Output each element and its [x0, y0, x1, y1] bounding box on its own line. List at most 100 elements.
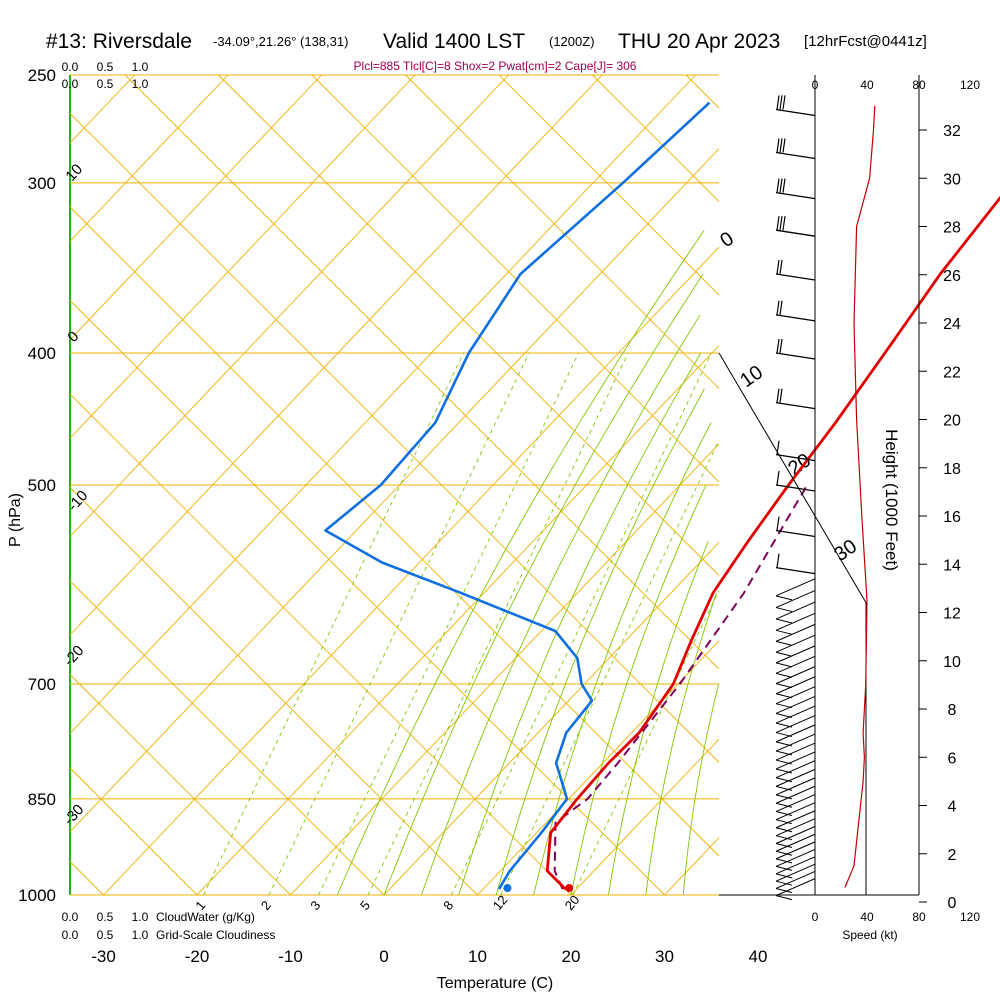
cloudiness-tick-top: 0.0: [62, 77, 79, 91]
cloudwater-label: CloudWater (g/Kg): [156, 910, 255, 924]
low-level-wind-barb-flag: [775, 785, 793, 791]
moist-adiabat-line: [607, 541, 709, 896]
wind-barb-flag: [776, 95, 780, 110]
wind-barb-shaft: [775, 314, 816, 322]
adiabat-line: [69, 393, 572, 896]
pressure-tick-label: 700: [28, 675, 56, 694]
pressure-tick-label: 1000: [18, 886, 56, 905]
isotherm-line: [69, 74, 229, 242]
wind-barb-flag: [779, 95, 783, 110]
wind-barb-shaft: [775, 352, 816, 360]
wind-barb-flag: [776, 216, 780, 231]
low-level-wind-barb-flag: [775, 811, 793, 817]
low-level-wind-barb-flag: [775, 640, 793, 646]
low-level-wind-barb: [775, 742, 816, 761]
low-level-wind-barb: [775, 841, 816, 860]
low-level-wind-barb: [775, 760, 816, 779]
cloudiness-tick-bottom: 0.5: [97, 928, 114, 942]
wind-barb-shaft: [775, 229, 816, 237]
height-tick-label: 10: [943, 654, 961, 671]
cloudiness-tick-bottom: 0.0: [62, 928, 79, 942]
mixing-ratio-line: [450, 352, 712, 896]
adiabat-line: [69, 767, 198, 896]
parcel-path-line: [553, 484, 809, 890]
low-level-wind-barb: [775, 623, 816, 642]
cloudwater-tick-top: 1.0: [132, 60, 149, 74]
isotherm-label: 0: [64, 328, 82, 346]
isotherm-line: [570, 738, 720, 896]
height-panel-border: [718, 352, 867, 895]
adiabat-line: [69, 300, 665, 896]
isotherm-line: [103, 246, 720, 896]
pressure-tick-label: 300: [28, 174, 56, 193]
speed-tick-top: 40: [860, 78, 874, 92]
low-level-wind-barb: [775, 768, 816, 787]
isotherm-line: [383, 542, 720, 896]
speed-tick-bottom: 80: [912, 910, 926, 924]
speed-tick-bottom: 40: [860, 910, 874, 924]
low-level-wind-barb: [775, 612, 816, 631]
wind-barb-flag: [776, 338, 780, 354]
wind-barb-flag: [776, 516, 780, 531]
low-level-wind-barb: [775, 777, 816, 796]
wind-barb-flag: [779, 300, 783, 315]
wind-barb-flag: [776, 470, 780, 486]
wind-barb-flag: [776, 259, 780, 275]
mixing-ratio-label: 2: [258, 898, 274, 913]
wind-barb-flag: [776, 138, 780, 153]
adiabat-line: [69, 206, 720, 857]
wind-barb-shaft: [775, 191, 816, 200]
moist-adiabat-line: [682, 683, 720, 896]
moist-adiabat-line: [420, 314, 701, 896]
adiabat-line: [218, 74, 720, 576]
mixing-ratio-label: 8: [440, 898, 456, 913]
temperature-tick-label: 30: [655, 947, 674, 966]
isotherm-line: [664, 837, 720, 896]
height-tick-label: 14: [943, 557, 961, 574]
cloudwater-tick-top: 0.5: [97, 60, 114, 74]
low-level-wind-barb-flag: [775, 827, 793, 833]
wind-barb-flag: [782, 138, 786, 153]
low-level-wind-barb-flag: [775, 683, 793, 689]
temperature-tick-label: 40: [749, 947, 768, 966]
wind-barb-shaft: [775, 108, 816, 117]
height-tick-label: 30: [943, 171, 961, 188]
adiabat-line: [685, 74, 720, 109]
low-level-wind-barb: [775, 802, 816, 821]
low-level-wind-barb: [775, 696, 816, 714]
low-level-wind-barb-flag: [775, 887, 793, 893]
isotherm-line: [69, 74, 416, 439]
wind-barb-flag: [782, 216, 786, 231]
cloudiness-tick-top: 1.0: [132, 77, 149, 91]
low-level-wind-barb-flag: [775, 880, 793, 886]
low-level-wind-barb: [775, 810, 816, 829]
moist-adiabat-line: [383, 273, 704, 896]
isotherm-line: [290, 443, 720, 896]
temperature-tick-label: 20: [562, 947, 581, 966]
adiabat-line: [69, 580, 385, 896]
station-title: #13: Riversdale: [46, 30, 192, 53]
moist-adiabat-line: [495, 388, 705, 896]
height-tick-label: 20: [943, 413, 961, 430]
temperature-line: [545, 195, 1000, 891]
temperature-tick-label: 0: [379, 947, 388, 966]
low-level-wind-barb-flag: [775, 858, 793, 864]
low-level-wind-barb: [775, 578, 816, 597]
height-tick-label: 28: [943, 220, 961, 237]
temperature-tick-label: -10: [278, 947, 303, 966]
chart-header: #13: Riversdale -34.09°,21.26° (138,31) …: [46, 30, 927, 73]
mixing-ratio-label: 5: [357, 898, 373, 913]
low-level-wind-barb-flag: [775, 835, 793, 841]
low-level-wind-barb: [775, 733, 816, 752]
low-level-wind-barb: [775, 785, 816, 804]
low-level-wind-barb-flag: [775, 819, 793, 825]
isotherm-line: [69, 74, 696, 734]
wind-barb-flag: [779, 216, 783, 231]
adiabat-line: [69, 113, 720, 763]
isotherm-line: [477, 640, 720, 896]
wind-barb-flag: [776, 388, 780, 403]
low-level-wind-barb-flag: [775, 768, 793, 774]
low-level-wind-barb-flag: [775, 618, 793, 624]
height-tick-label: 24: [943, 316, 961, 333]
